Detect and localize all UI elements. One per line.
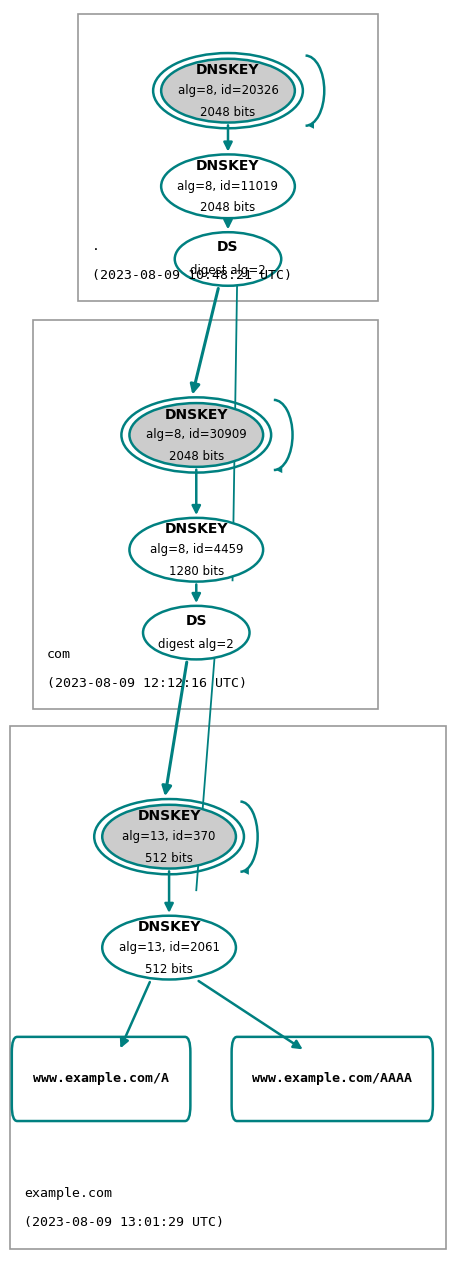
Text: digest alg=2: digest alg=2: [190, 265, 265, 277]
Text: alg=8, id=11019: alg=8, id=11019: [177, 180, 278, 193]
Text: DNSKEY: DNSKEY: [196, 158, 259, 173]
FancyBboxPatch shape: [231, 1036, 432, 1121]
Text: alg=8, id=30909: alg=8, id=30909: [146, 428, 246, 441]
Text: DNSKEY: DNSKEY: [164, 523, 228, 537]
Text: 2048 bits: 2048 bits: [168, 450, 223, 463]
Text: .: .: [92, 239, 100, 253]
Text: DNSKEY: DNSKEY: [137, 809, 200, 823]
Text: DS: DS: [185, 613, 207, 627]
Text: 512 bits: 512 bits: [145, 962, 192, 976]
Text: DNSKEY: DNSKEY: [196, 63, 259, 77]
Text: example.com: example.com: [24, 1187, 112, 1200]
Text: alg=8, id=4459: alg=8, id=4459: [149, 543, 243, 556]
FancyBboxPatch shape: [78, 14, 377, 302]
Text: www.example.com/A: www.example.com/A: [33, 1072, 169, 1085]
Ellipse shape: [161, 59, 294, 123]
Text: (2023-08-09 12:12:16 UTC): (2023-08-09 12:12:16 UTC): [46, 677, 246, 690]
Ellipse shape: [174, 233, 281, 286]
Text: DNSKEY: DNSKEY: [164, 408, 228, 422]
Ellipse shape: [129, 403, 263, 466]
Text: (2023-08-09 13:01:29 UTC): (2023-08-09 13:01:29 UTC): [24, 1217, 223, 1229]
Text: 2048 bits: 2048 bits: [200, 106, 255, 119]
Ellipse shape: [102, 805, 235, 869]
Text: 512 bits: 512 bits: [145, 852, 192, 865]
Ellipse shape: [161, 155, 294, 219]
Text: DNSKEY: DNSKEY: [137, 920, 200, 934]
Text: alg=13, id=2061: alg=13, id=2061: [118, 941, 219, 955]
Text: alg=8, id=20326: alg=8, id=20326: [177, 84, 278, 97]
Text: 1280 bits: 1280 bits: [168, 565, 223, 578]
Text: com: com: [46, 648, 71, 661]
Text: digest alg=2: digest alg=2: [158, 638, 233, 651]
FancyBboxPatch shape: [33, 321, 377, 709]
Text: www.example.com/AAAA: www.example.com/AAAA: [252, 1072, 411, 1085]
Text: DS: DS: [217, 240, 238, 254]
Ellipse shape: [102, 916, 235, 979]
FancyBboxPatch shape: [10, 726, 445, 1249]
Text: (2023-08-09 10:48:21 UTC): (2023-08-09 10:48:21 UTC): [92, 268, 291, 282]
FancyBboxPatch shape: [12, 1036, 190, 1121]
Ellipse shape: [143, 606, 249, 659]
Text: 2048 bits: 2048 bits: [200, 202, 255, 215]
Text: alg=13, id=370: alg=13, id=370: [122, 831, 215, 843]
Ellipse shape: [129, 518, 263, 581]
